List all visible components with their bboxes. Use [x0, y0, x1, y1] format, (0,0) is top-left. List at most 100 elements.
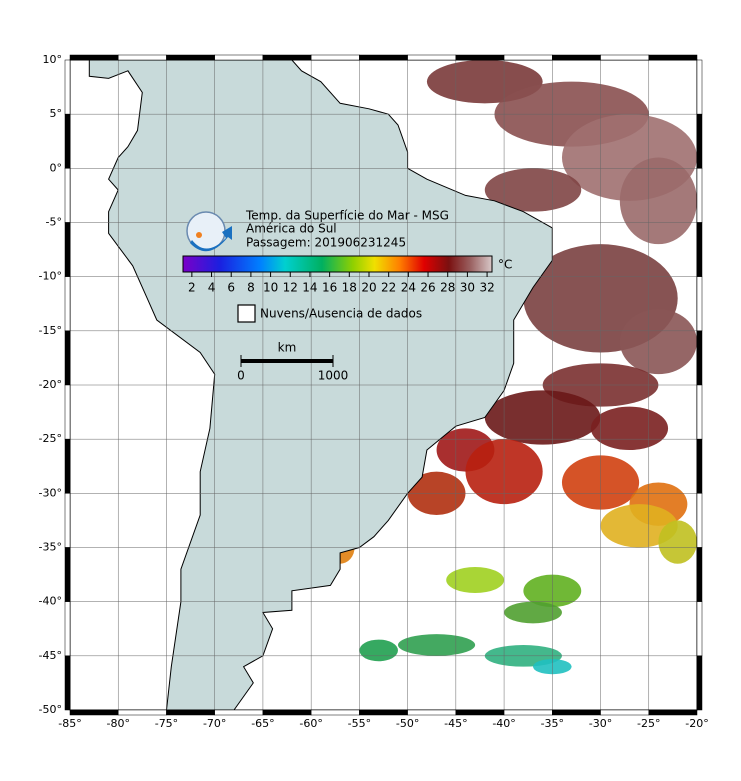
colorbar-tick-label: 26: [420, 281, 435, 295]
frame-segment: [64, 59, 71, 115]
overlay: Temp. da Superfície do Mar - MSG América…: [39, 53, 709, 730]
frame-segment: [359, 709, 408, 716]
frame-segment: [600, 709, 650, 716]
logo: [186, 211, 232, 252]
frame-segment: [407, 709, 457, 716]
frame-segment: [696, 168, 703, 223]
map-region: América do Sul: [246, 222, 337, 236]
scale-bar: [241, 359, 333, 363]
frame-segment: [64, 384, 71, 440]
frame-segment: [503, 709, 553, 716]
frame-segment: [310, 54, 360, 61]
sst-patch: [658, 520, 697, 564]
frame-segment: [117, 54, 167, 61]
x-tick-label: -25°: [637, 717, 660, 730]
frame-segment: [696, 601, 703, 657]
x-tick-label: -75°: [155, 717, 178, 730]
frame-segment: [117, 709, 167, 716]
frame-segment: [648, 54, 698, 61]
y-tick-label: -15°: [39, 324, 62, 337]
sst-patch: [590, 406, 669, 451]
x-tick-label: -30°: [589, 717, 612, 730]
frame-segment: [696, 113, 703, 169]
colorbar-tick-label: 20: [361, 281, 376, 295]
colorbar-tick-label: 22: [381, 281, 396, 295]
scale-unit: km: [278, 341, 297, 355]
sst-patch: [619, 157, 697, 245]
colorbar: [182, 255, 493, 273]
y-tick-label: -45°: [39, 649, 62, 662]
scale-tick-label: 1000: [318, 369, 349, 383]
y-tick-label: -50°: [39, 703, 62, 716]
y-tick-label: -25°: [39, 432, 62, 445]
frame-segment: [359, 54, 408, 61]
frame-segment: [64, 168, 71, 223]
y-tick-label: 5°: [50, 107, 63, 120]
x-tick-label: -20°: [685, 717, 708, 730]
colorbar-tick-label: 30: [460, 281, 475, 295]
frame-segment: [648, 709, 698, 716]
frame-segment: [696, 59, 703, 115]
y-tick-label: -30°: [39, 486, 62, 499]
frame-segment: [407, 54, 457, 61]
y-tick-label: 10°: [43, 53, 63, 66]
sst-patch: [600, 504, 678, 548]
frame-segment: [696, 655, 703, 711]
legend-label: Nuvens/Ausencia de dados: [260, 307, 422, 321]
colorbar-unit: °C: [498, 258, 512, 272]
colorbar-tick-label: 16: [322, 281, 337, 295]
sst-patch: [504, 601, 562, 624]
frame-segment: [64, 113, 71, 169]
scale-tick-label: 0: [237, 369, 245, 383]
frame-segment: [696, 547, 703, 602]
y-tick-label: -20°: [39, 378, 62, 391]
frame-segment: [166, 709, 215, 716]
x-tick-label: -45°: [444, 717, 467, 730]
y-tick-label: -5°: [46, 216, 62, 229]
colorbar-tick-label: 12: [283, 281, 298, 295]
frame-segment: [166, 54, 215, 61]
frame-segment: [455, 54, 505, 61]
x-tick-label: -50°: [396, 717, 419, 730]
colorbar-tick-label: 18: [342, 281, 357, 295]
colorbar-tick-label: 8: [247, 281, 255, 295]
frame-segment: [503, 54, 553, 61]
frame-segment: [64, 655, 71, 711]
x-tick-label: -70°: [203, 717, 226, 730]
colorbar-tick-label: 32: [479, 281, 494, 295]
x-tick-label: -85°: [58, 717, 81, 730]
frame-segment: [600, 54, 650, 61]
y-tick-label: -10°: [39, 270, 62, 283]
colorbar-tick-label: 14: [302, 281, 317, 295]
frame-segment: [696, 493, 703, 548]
frame-segment: [552, 709, 601, 716]
y-tick-label: 0°: [50, 161, 63, 174]
colorbar-tick-label: 28: [440, 281, 455, 295]
colorbar-tick-label: 10: [263, 281, 278, 295]
frame-segment: [64, 493, 71, 548]
frame-segment: [64, 330, 71, 386]
frame-segment: [696, 384, 703, 440]
map-title: Temp. da Superfície do Mar - MSG: [245, 209, 449, 223]
x-tick-label: -55°: [348, 717, 371, 730]
frame-segment: [64, 547, 71, 602]
frame-segment: [69, 709, 119, 716]
frame-segment: [552, 54, 601, 61]
frame-segment: [69, 54, 119, 61]
map-area: [70, 60, 697, 710]
frame-segment: [696, 276, 703, 332]
sst-patch: [397, 634, 476, 656]
frame-segment: [696, 222, 703, 277]
x-tick-label: -35°: [541, 717, 564, 730]
legend-swatch: [237, 304, 256, 323]
sst-patch: [484, 390, 601, 445]
map-pass: Passagem: 201906231245: [246, 236, 406, 250]
x-tick-label: -40°: [492, 717, 515, 730]
x-tick-label: -60°: [299, 717, 322, 730]
frame-segment: [310, 709, 360, 716]
frame-segment: [696, 330, 703, 386]
frame-segment: [64, 276, 71, 332]
x-tick-label: -80°: [106, 717, 129, 730]
